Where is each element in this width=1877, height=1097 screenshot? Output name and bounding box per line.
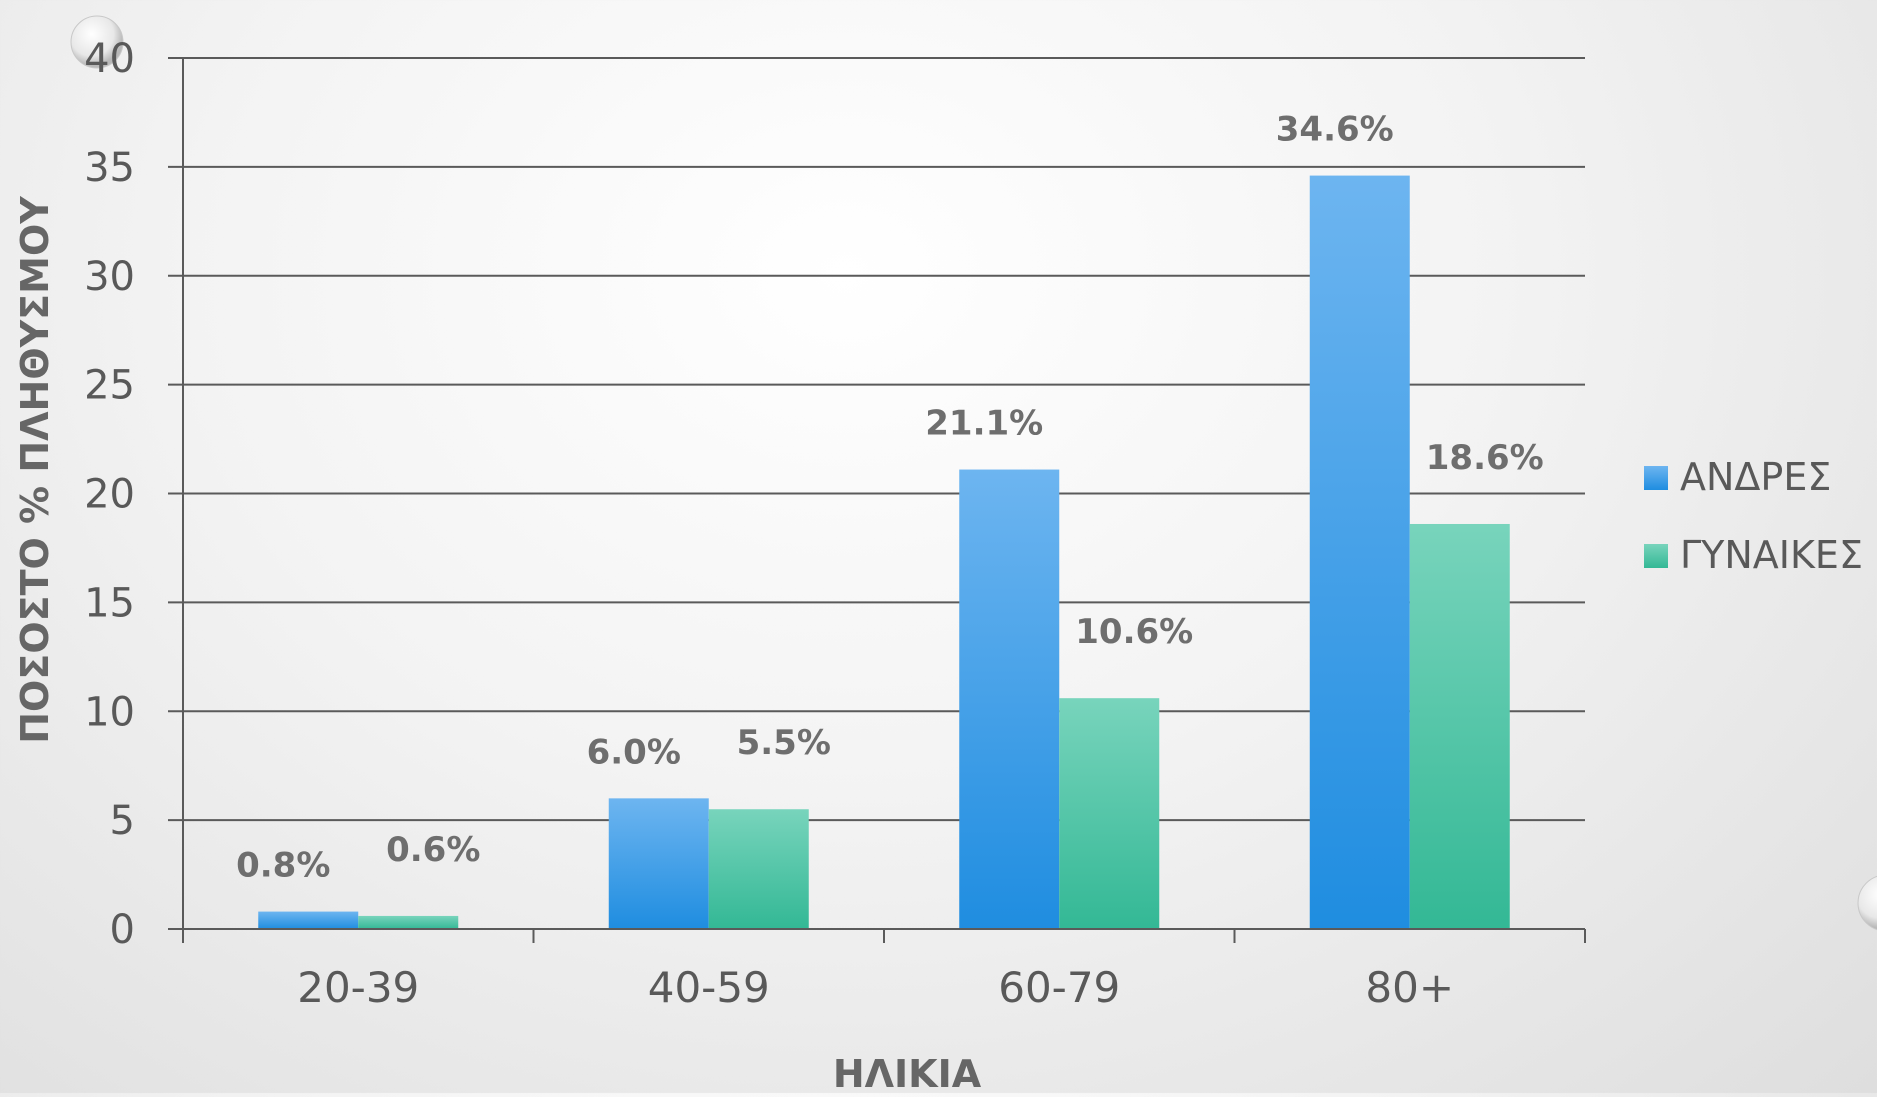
data-label: 6.0%: [587, 732, 681, 772]
bar-women-20-39: [358, 915, 459, 929]
x-category-label: 40-59: [648, 963, 770, 1012]
legend-label: ΑΝΔΡΕΣ: [1680, 455, 1831, 499]
y-tick-label: 25: [84, 363, 135, 409]
y-tick-label: 35: [84, 145, 135, 191]
x-category-label: 60-79: [998, 963, 1120, 1012]
x-axis-title: ΗΛΙΚΙΑ: [833, 1052, 982, 1093]
legend-swatch: [1644, 544, 1668, 568]
y-tick-label: 0: [110, 907, 135, 953]
bar-men-40-59: [608, 798, 709, 929]
legend-label: ΓΥΝΑΙΚΕΣ: [1680, 533, 1863, 577]
x-category-labels: 20-39 40-59 60-79 80+: [297, 963, 1454, 1012]
y-tick-labels: 0 5 10 15 20 25 30 35 40: [84, 36, 135, 953]
x-category-label: 80+: [1365, 963, 1454, 1012]
gridlines: [168, 57, 1585, 822]
data-label: 0.6%: [386, 830, 480, 870]
y-tick-label: 10: [84, 689, 135, 735]
x-category-label: 20-39: [297, 963, 419, 1012]
y-tick-label: 5: [110, 798, 135, 844]
legend: ΑΝΔΡΕΣ ΓΥΝΑΙΚΕΣ: [1644, 455, 1863, 577]
data-label: 10.6%: [1075, 612, 1193, 652]
decorative-orb-icon: [70, 15, 124, 69]
y-tick-label: 30: [84, 254, 135, 300]
bar-men-20-39: [258, 911, 359, 929]
legend-swatch: [1644, 466, 1668, 490]
axes: [168, 58, 1586, 943]
bars: [258, 175, 1510, 929]
data-label: 5.5%: [737, 723, 831, 763]
bar-men-80+: [1309, 175, 1410, 929]
bar-men-60-79: [959, 469, 1060, 929]
y-tick-label: 15: [84, 580, 135, 626]
data-labels: 0.8% 6.0% 21.1% 34.6% 0.6% 5.5% 10.6% 18.6%: [236, 110, 1544, 886]
y-axis-title: ΠΟΣΟΣΤΟ % ΠΛΗΘΥΣΜΟΥ: [13, 196, 57, 744]
data-label: 18.6%: [1426, 438, 1544, 478]
bar-women-40-59: [708, 809, 809, 929]
data-label: 0.8%: [236, 846, 330, 886]
y-tick-label: 20: [84, 472, 135, 518]
data-label: 21.1%: [925, 404, 1043, 444]
bar-women-80+: [1409, 523, 1510, 929]
y-tick-label: 40: [84, 36, 135, 82]
bar-women-60-79: [1059, 698, 1160, 929]
data-label: 34.6%: [1276, 110, 1394, 150]
decorative-orb-icon: [1857, 875, 1877, 931]
